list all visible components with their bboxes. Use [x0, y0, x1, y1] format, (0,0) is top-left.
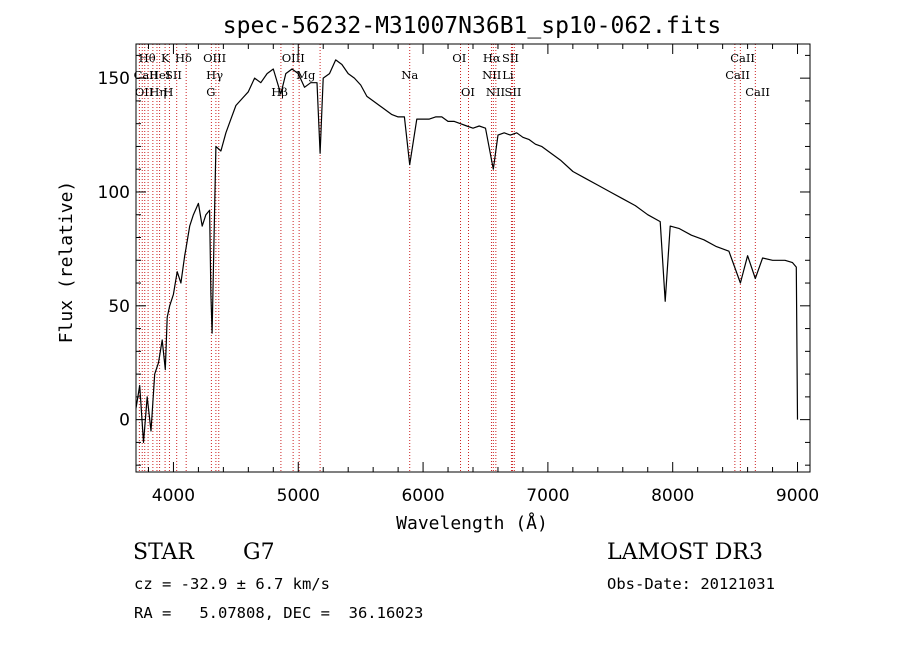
marker-label-Li: Li	[502, 68, 514, 82]
coordinates-text: RA = 5.07808, DEC = 36.16023	[134, 604, 424, 622]
marker-label-Na: Na	[401, 68, 418, 82]
marker-label-SII: SII	[504, 85, 521, 99]
x-axis-label: Wavelength (Å)	[396, 512, 548, 534]
y-axis-label: Flux (relative)	[56, 181, 77, 344]
survey-name: LAMOST DR3	[607, 540, 763, 565]
marker-label-NII: NII	[486, 85, 505, 99]
marker-label-Hθ: Hθ	[139, 51, 156, 65]
x-tick-label: 8000	[651, 486, 694, 506]
marker-label-Hγ: Hγ	[206, 68, 223, 82]
marker-label-CaII: CaII	[725, 68, 750, 82]
marker-label-H: H	[163, 85, 173, 99]
marker-label-OI: OI	[461, 85, 475, 99]
marker-label-Hη: Hη	[149, 85, 166, 99]
x-tick-label: 7000	[526, 486, 569, 506]
object-subclass: G7	[243, 540, 275, 565]
marker-label-SII: SII	[502, 51, 519, 65]
marker-label-K: K	[161, 51, 170, 65]
marker-label-NII: NII	[482, 68, 501, 82]
x-tick-label: 5000	[277, 486, 320, 506]
spectrum-line	[135, 59, 799, 443]
marker-label-Hβ: Hβ	[271, 85, 288, 99]
object-class: STAR	[133, 540, 194, 565]
y-tick-label: 100	[98, 183, 130, 203]
spectrum-series	[135, 59, 799, 443]
spectral-line-markers	[138, 44, 756, 472]
marker-label-HeI: HeI	[149, 68, 170, 82]
y-tick-label: 0	[119, 411, 130, 431]
y-tick-label: 150	[98, 69, 130, 89]
marker-label-CaII: CaII	[730, 51, 755, 65]
plot-axes: 4000 5000 6000 7000 8000 9000 0 50 100 150	[98, 43, 819, 506]
marker-label-G: G	[206, 85, 215, 99]
marker-label-Mg: Mg	[296, 68, 316, 82]
marker-label-OIII: OIII	[203, 51, 226, 65]
x-tick-label: 6000	[401, 486, 444, 506]
x-tick-label: 4000	[152, 486, 195, 506]
redshift-text: cz = -32.9 ± 6.7 km/s	[134, 575, 330, 593]
marker-label-OII: OII	[135, 85, 154, 99]
plot-frame	[135, 43, 811, 473]
marker-label-OIII: OIII	[282, 51, 305, 65]
marker-label-OI: OI	[452, 51, 466, 65]
marker-label-Hα: Hα	[483, 51, 501, 65]
chart-title: spec-56232-M31007N36B1_sp10-062.fits	[223, 13, 722, 39]
x-tick-label: 9000	[776, 486, 819, 506]
y-tick-label: 50	[108, 297, 130, 317]
marker-label-CaII: CaII	[745, 85, 770, 99]
obs-date-text: Obs-Date: 20121031	[607, 575, 775, 593]
marker-label-SII: SII	[165, 68, 182, 82]
marker-label-Hδ: Hδ	[175, 51, 192, 65]
marker-label-CaII: CaII	[134, 68, 159, 82]
